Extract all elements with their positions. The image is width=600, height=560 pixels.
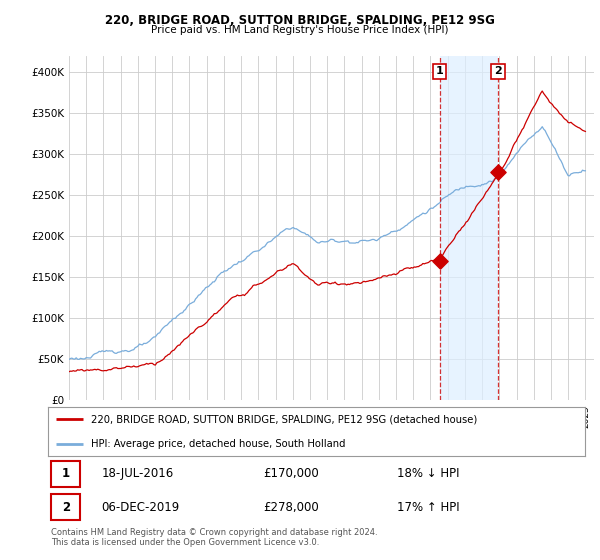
Point <box>435 256 445 265</box>
Text: Price paid vs. HM Land Registry's House Price Index (HPI): Price paid vs. HM Land Registry's House … <box>151 25 449 35</box>
Text: 1: 1 <box>436 66 443 76</box>
Point <box>493 168 503 177</box>
Text: 2: 2 <box>62 501 70 514</box>
Text: £170,000: £170,000 <box>263 467 319 480</box>
FancyBboxPatch shape <box>50 494 80 520</box>
Text: 2: 2 <box>494 66 502 76</box>
FancyBboxPatch shape <box>50 461 80 487</box>
Text: 18-JUL-2016: 18-JUL-2016 <box>102 467 174 480</box>
Text: Contains HM Land Registry data © Crown copyright and database right 2024.
This d: Contains HM Land Registry data © Crown c… <box>51 528 377 547</box>
Text: 06-DEC-2019: 06-DEC-2019 <box>102 501 180 514</box>
Text: 17% ↑ HPI: 17% ↑ HPI <box>397 501 460 514</box>
Text: HPI: Average price, detached house, South Holland: HPI: Average price, detached house, Sout… <box>91 439 346 449</box>
Text: 220, BRIDGE ROAD, SUTTON BRIDGE, SPALDING, PE12 9SG: 220, BRIDGE ROAD, SUTTON BRIDGE, SPALDIN… <box>105 14 495 27</box>
Text: 220, BRIDGE ROAD, SUTTON BRIDGE, SPALDING, PE12 9SG (detached house): 220, BRIDGE ROAD, SUTTON BRIDGE, SPALDIN… <box>91 414 477 424</box>
Text: 1: 1 <box>62 467 70 480</box>
Bar <box>440 56 498 400</box>
Text: £278,000: £278,000 <box>263 501 319 514</box>
Text: 18% ↓ HPI: 18% ↓ HPI <box>397 467 460 480</box>
